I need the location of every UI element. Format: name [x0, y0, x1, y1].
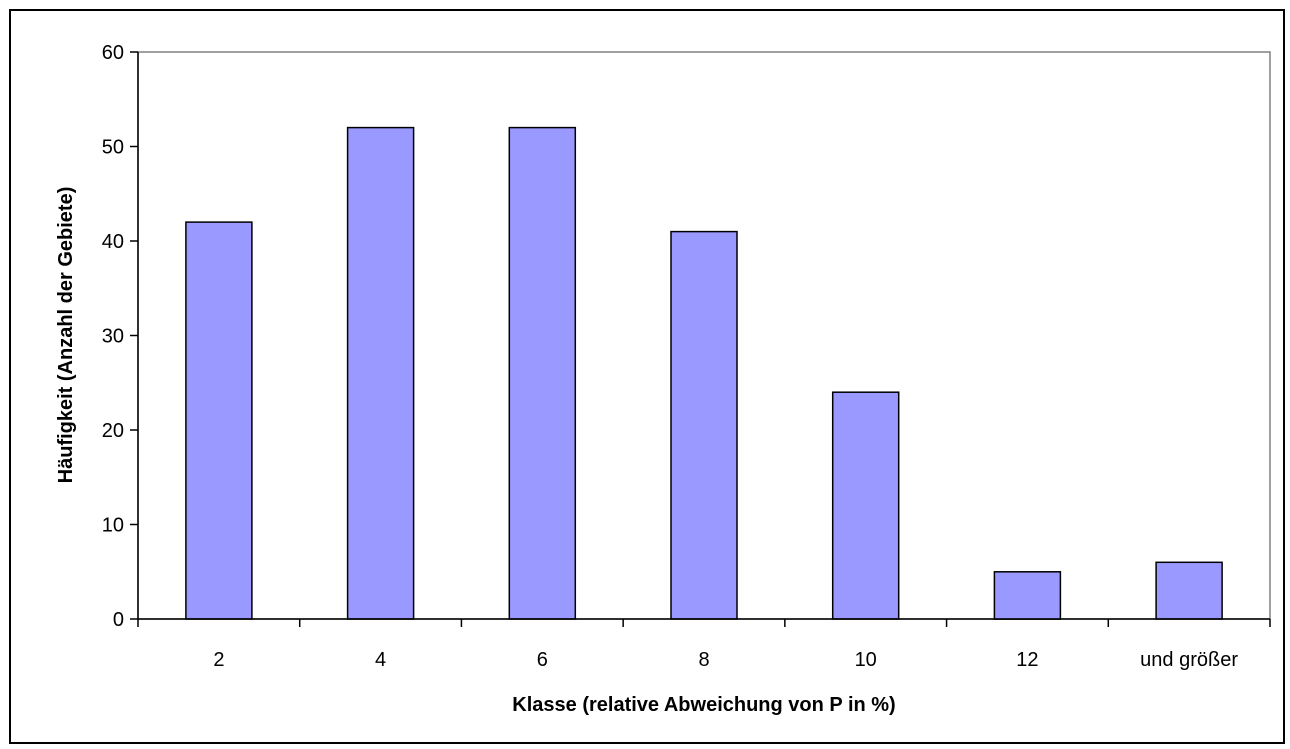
bar-5	[831, 391, 900, 620]
y-tick-label-50: 50	[102, 137, 124, 159]
y-tick-label-60: 60	[102, 42, 124, 64]
y-tick-label-20: 20	[102, 420, 124, 442]
bar-1	[185, 221, 253, 620]
x-tick-label-2: 4	[375, 649, 386, 671]
bar-2	[346, 126, 415, 620]
x-tick-label-1: 2	[213, 649, 224, 671]
x-tick-label-5: 10	[855, 649, 877, 671]
y-tick-label-40: 40	[102, 231, 124, 253]
x-tick-label-7: und größer	[1140, 649, 1238, 671]
x-tick-label-3: 6	[537, 649, 548, 671]
y-axis-title: Häufigkeit (Anzahl der Gebiete)	[55, 187, 77, 484]
y-tick-label-0: 0	[113, 609, 124, 631]
y-tick-label-30: 30	[102, 326, 124, 348]
x-tick-label-6: 12	[1016, 649, 1038, 671]
y-tick-label-10: 10	[102, 515, 124, 537]
bar-3	[508, 126, 577, 620]
bar-7	[1155, 561, 1223, 620]
labels-layer: 0 10 20 30 40 50 60 2 4 6 8 10 12 und größer	[102, 42, 1239, 671]
axes-layer	[130, 51, 1271, 627]
x-axis-title: Klasse (relative Abweichung von P in %)	[512, 694, 895, 716]
bar-4	[670, 230, 738, 620]
bar-6	[993, 571, 1062, 620]
x-tick-label-4: 8	[698, 649, 709, 671]
